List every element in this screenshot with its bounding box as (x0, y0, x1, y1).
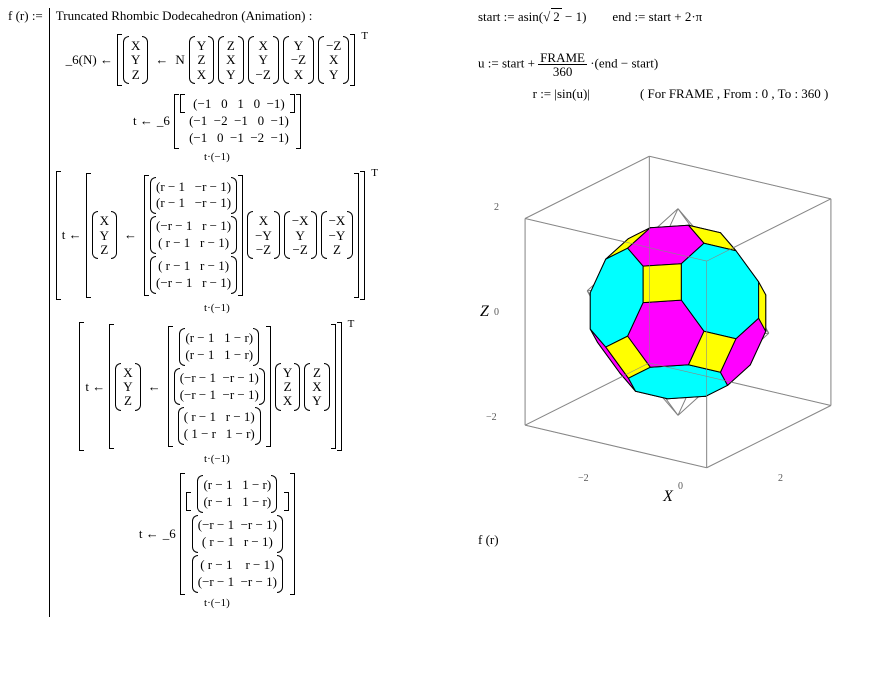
axis-label-z: Z (480, 303, 489, 321)
six-lhs: _6(N) ← (66, 52, 113, 68)
assign-A: t ← _6 (−1 0 1 0 −1) (−1 −2 −1 0 −1) (−1… (56, 94, 378, 163)
title: Truncated Rhombic Dodecahedron (Animatio… (56, 8, 378, 24)
assign-B: t ← X Y Z ← (r − 1 −r − 1) (r − 1 −r − 1… (56, 171, 378, 314)
assign-C: t ← X Y Z ← (r − 1 1 − r) (r − 1 1 − r) … (56, 322, 378, 465)
six-def: _6(N) ← X Y Z ← N Y Z X (56, 34, 378, 86)
assign-D: t ← _6 (r − 1 1 − r) (r − 1 1 − r) (−r −… (56, 473, 378, 608)
f-r-call: f (r) (478, 532, 883, 548)
matrix-A: (−1 0 1 0 −1) (−1 −2 −1 0 −1) (−1 0 −1 −… (186, 96, 289, 147)
program-body: Truncated Rhombic Dodecahedron (Animatio… (49, 8, 378, 617)
param-row-1: start := asin(√2 − 1) end := start + 2·π… (478, 8, 883, 78)
param-row-2: r := |sin(u)| ( For FRAME , From : 0 , T… (478, 86, 883, 102)
plot-svg (478, 122, 858, 502)
right-column: start := asin(√2 − 1) end := start + 2·π… (478, 8, 883, 617)
axis-label-x: X (663, 488, 673, 506)
plot-3d: Z X 2 0 −2 −2 0 2 (478, 122, 858, 502)
left-column: f (r) := Truncated Rhombic Dodecahedron … (8, 8, 458, 617)
function-lhs: f (r) := (8, 8, 49, 617)
